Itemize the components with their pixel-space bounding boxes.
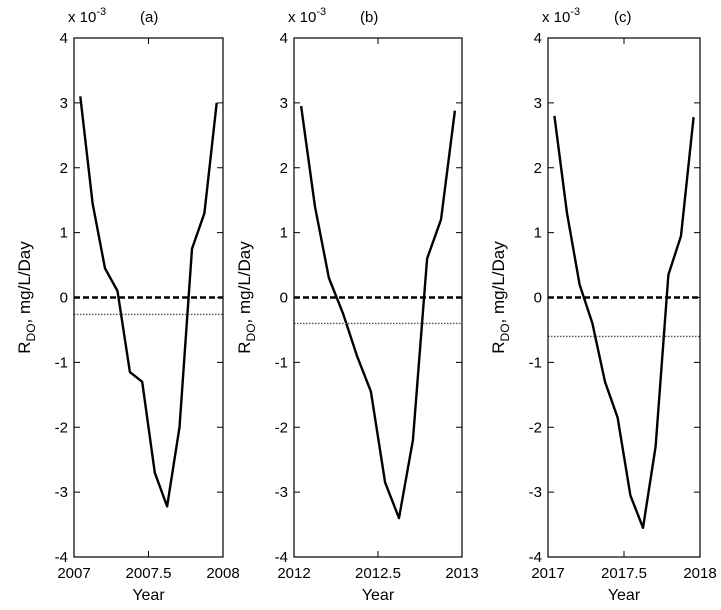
y-axis-label-units: , mg/L/Day	[235, 241, 254, 324]
y-tick-label: -1	[55, 354, 68, 371]
exponent-label: x 10-3	[288, 6, 326, 26]
x-tick-label: 2018	[683, 565, 716, 582]
y-tick-label: -2	[529, 419, 542, 436]
y-tick-label: 4	[60, 30, 68, 47]
exponent-base: x 10	[288, 9, 316, 26]
y-tick-label: 3	[60, 95, 68, 112]
y-tick-label: -4	[529, 549, 542, 566]
x-tick-label: 2012	[277, 565, 310, 582]
y-tick-label: 4	[280, 30, 288, 47]
y-tick-label: 2	[280, 160, 288, 177]
y-axis-label: RDO, mg/L/Day	[235, 241, 258, 354]
y-tick-label: 1	[60, 225, 68, 242]
y-tick-label: 4	[534, 30, 542, 47]
exponent-power: -3	[316, 6, 326, 18]
y-axis-label-main: R	[15, 341, 34, 353]
x-tick-label: 2017	[531, 565, 564, 582]
y-tick-label: 3	[534, 95, 542, 112]
chart-panel-2: -4 -3 -2 -1 0 1 2 3 4 2012 2012.5 2013 Year RDO, mg/L…	[235, 6, 479, 604]
y-tick-label: 0	[280, 290, 288, 307]
y-tick-label: 2	[534, 160, 542, 177]
y-axis-label-subscript: DO	[24, 323, 38, 341]
y-axis-label-units: , mg/L/Day	[489, 241, 508, 324]
chart-panel-3: -4 -3 -2 -1 0 1 2 3 4 2017 2017.5 2018 Year RDO, mg/L…	[489, 6, 717, 604]
y-tick-label: -4	[275, 549, 288, 566]
y-tick-label: -2	[275, 419, 288, 436]
x-tick-label: 2007	[57, 565, 90, 582]
x-tick-label: 2012.5	[355, 565, 401, 582]
exponent-power: -3	[96, 6, 106, 18]
rdo-series-line	[299, 105, 457, 520]
panel-label: (a)	[140, 9, 158, 26]
panel-label: (c)	[614, 9, 632, 26]
exponent-power: -3	[570, 6, 580, 18]
y-axis-label: RDO, mg/L/Day	[15, 241, 38, 354]
x-tick-label: 2007.5	[126, 565, 172, 582]
x-axis-label: Year	[608, 587, 641, 604]
y-axis-label-units: , mg/L/Day	[15, 241, 34, 324]
y-tick-label: 2	[60, 160, 68, 177]
y-tick-label: -1	[275, 354, 288, 371]
y-axis-label: RDO, mg/L/Day	[489, 241, 512, 354]
y-tick-label: -2	[55, 419, 68, 436]
y-tick-label: -3	[275, 484, 288, 501]
x-tick-label: 2017.5	[601, 565, 647, 582]
y-tick-label: 3	[280, 95, 288, 112]
exponent-label: x 10-3	[542, 6, 580, 26]
y-tick-label: 1	[534, 225, 542, 242]
x-axis-label: Year	[132, 587, 165, 604]
y-tick-label: 1	[280, 225, 288, 242]
y-tick-label: -3	[55, 484, 68, 501]
y-tick-label: 0	[534, 290, 542, 307]
exponent-base: x 10	[542, 9, 570, 26]
exponent-base: x 10	[68, 9, 96, 26]
rdo-series-line	[79, 96, 218, 508]
y-tick-label: -1	[529, 354, 542, 371]
chart-panel-1: -4 -3 -2 -1 0 1 2 3 4 2007 2007.5 2008 Year RDO, mg/L…	[15, 6, 240, 604]
x-tick-label: 2008	[206, 565, 239, 582]
y-tick-label: -4	[55, 549, 68, 566]
y-axis-label-subscript: DO	[244, 323, 258, 341]
y-axis-label-main: R	[235, 341, 254, 353]
panel-label: (b)	[360, 9, 378, 26]
y-tick-label: -3	[529, 484, 542, 501]
rdo-series-line	[553, 115, 695, 529]
x-axis-label: Year	[362, 587, 395, 604]
y-axis-label-subscript: DO	[498, 323, 512, 341]
exponent-label: x 10-3	[68, 6, 106, 26]
y-axis-label-main: R	[489, 341, 508, 353]
y-tick-label: 0	[60, 290, 68, 307]
x-tick-label: 2013	[445, 565, 478, 582]
